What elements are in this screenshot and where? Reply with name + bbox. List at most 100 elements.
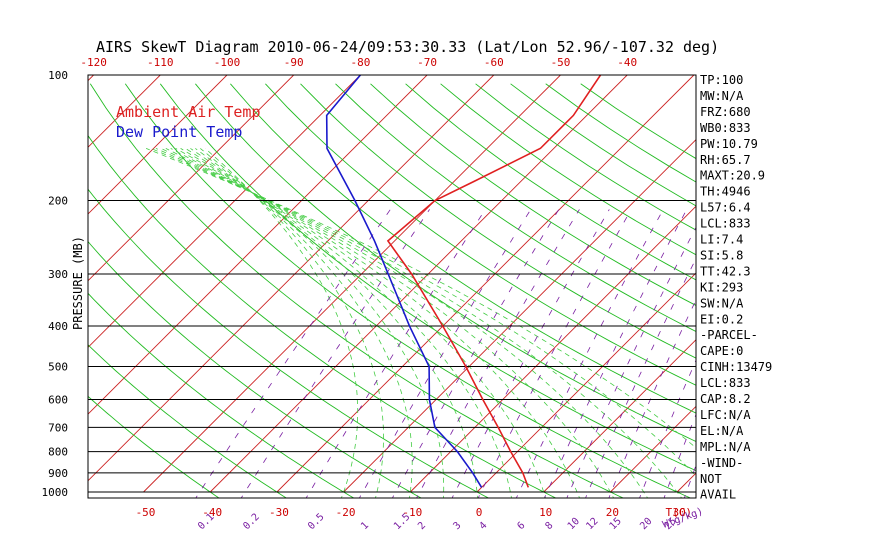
mixing-ratio-tick-label: 12 bbox=[584, 516, 600, 532]
dry-adiabat-line bbox=[370, 83, 696, 306]
mixing-ratio-tick-label: 10 bbox=[566, 516, 582, 532]
isotherm-line bbox=[543, 339, 696, 493]
isotherm-line bbox=[88, 75, 361, 349]
bottom-temperature-tick-label: -30 bbox=[269, 506, 289, 519]
temperature-profile-line bbox=[386, 75, 602, 488]
isotherm-line bbox=[0, 75, 27, 492]
mixing-ratio-line bbox=[358, 209, 532, 498]
legend-ambient: Ambient Air Temp bbox=[116, 103, 261, 121]
stability-index-item: MW:N/A bbox=[700, 89, 744, 103]
isotherm-line bbox=[811, 75, 870, 492]
dry-adiabat-line bbox=[88, 240, 422, 498]
isotherm-line bbox=[610, 405, 696, 493]
dry-adiabat-line bbox=[124, 83, 692, 498]
bottom-temperature-tick-label: 20 bbox=[606, 506, 619, 519]
mixing-ratio-line bbox=[477, 209, 632, 498]
mixing-ratio-tick-label: 6 bbox=[515, 520, 527, 532]
stability-index-item: FRZ:680 bbox=[700, 105, 751, 119]
y-axis-label: PRESSURE (MB) bbox=[71, 236, 85, 330]
bottom-temperature-tick-label: 30 bbox=[672, 506, 685, 519]
top-temperature-tick-label: -100 bbox=[214, 56, 241, 69]
bottom-temperature-tick-label: -20 bbox=[336, 506, 356, 519]
series-lines bbox=[325, 75, 602, 488]
bottom-temperature-tick-label: -50 bbox=[136, 506, 156, 519]
dry-adiabat-line bbox=[195, 83, 696, 443]
dry-adiabat-line bbox=[88, 395, 220, 498]
moist-adiabat-line bbox=[180, 148, 512, 498]
mixing-ratio-tick-label: 2 bbox=[416, 520, 428, 532]
dry-adiabat-line bbox=[335, 83, 696, 333]
pressure-tick-label: 900 bbox=[48, 467, 68, 480]
pressure-tick-label: 100 bbox=[48, 69, 68, 82]
mixing-ratio-tick-label: 0.2 bbox=[241, 512, 262, 533]
pressure-tick-label: 700 bbox=[48, 421, 68, 434]
chart-title: AIRS SkewT Diagram 2010-06-24/09:53:30.3… bbox=[96, 38, 719, 56]
isotherm-line bbox=[88, 75, 228, 215]
isotherm-line bbox=[343, 138, 696, 493]
stability-index-item: RH:65.7 bbox=[700, 153, 751, 167]
stability-index-item: SW:N/A bbox=[700, 296, 744, 310]
isotherm-line bbox=[88, 75, 495, 482]
mixing-ratio-line bbox=[240, 209, 430, 498]
stability-index-item: MPL:N/A bbox=[700, 440, 751, 454]
isotherm-line bbox=[143, 75, 561, 493]
mixing-ratio-line bbox=[451, 209, 610, 498]
mixing-ratio-tick-label: 1 bbox=[359, 520, 371, 532]
mixing-ratio-line bbox=[543, 209, 688, 498]
stability-index-item: PW:10.79 bbox=[700, 137, 758, 151]
dry-adiabat-line bbox=[265, 83, 696, 386]
stability-index-item: SI:5.8 bbox=[700, 248, 743, 262]
stability-index-item: LI:7.4 bbox=[700, 233, 743, 247]
stability-index-item: CINH:13479 bbox=[700, 360, 772, 374]
mixing-ratio-line bbox=[416, 209, 580, 498]
dry-adiabat-line bbox=[88, 344, 288, 498]
bottom-temperature-tick-label: -40 bbox=[202, 506, 222, 519]
isotherm-line bbox=[276, 75, 695, 493]
moist-adiabat-line bbox=[145, 148, 696, 449]
mixing-ratio-line bbox=[515, 209, 664, 498]
bottom-temperature-tick-label: -10 bbox=[402, 506, 422, 519]
dry-adiabat-line bbox=[89, 83, 625, 498]
dry-adiabat-line bbox=[88, 188, 490, 498]
dry-adiabat-line bbox=[475, 83, 696, 231]
stability-index-item: LCL:833 bbox=[700, 217, 751, 231]
pressure-ticks: 100 200 300 400 500 600 700 800 900 1000 bbox=[42, 69, 69, 499]
stability-index-item: LCL:833 bbox=[700, 376, 751, 390]
mixing-ratio-line bbox=[391, 209, 560, 498]
stability-index-item: EI:0.2 bbox=[700, 312, 743, 326]
mixing-ratio-tick-label: 20 bbox=[638, 516, 654, 532]
stability-index-item: TH:4946 bbox=[700, 185, 751, 199]
stability-index-list: TP:100 MW:N/A FRZ:680 WB0:833 PW:10.79 RH:65.… bbox=[700, 73, 772, 502]
moist-adiabat-line bbox=[165, 148, 615, 498]
isotherm-line bbox=[88, 75, 428, 415]
pressure-tick-label: 200 bbox=[48, 195, 68, 208]
isotherm-line bbox=[476, 272, 696, 493]
pressure-tick-label: 800 bbox=[48, 446, 68, 459]
dewpoint-profile-line bbox=[325, 75, 483, 488]
mixing-ratio-line bbox=[305, 209, 486, 498]
top-temperature-tick-label: -80 bbox=[350, 56, 370, 69]
bottom-temperature-tick-label: 0 bbox=[476, 506, 483, 519]
stability-index-item: AVAIL bbox=[700, 488, 736, 502]
plot-frame bbox=[87, 74, 697, 499]
mixing-ratio-tick-label: 0.5 bbox=[306, 512, 327, 533]
dry-adiabat-line bbox=[405, 83, 696, 281]
dry-adiabat-line bbox=[159, 83, 696, 472]
stability-index-item: MAXT:20.9 bbox=[700, 169, 765, 183]
mixing-ratio-tick-label: 8 bbox=[543, 520, 555, 532]
isotherm-line bbox=[209, 75, 628, 493]
pressure-tick-label: 1000 bbox=[42, 486, 69, 499]
mixing-ratio-tick-label: 4 bbox=[477, 520, 489, 532]
pressure-tick-label: 500 bbox=[48, 360, 68, 373]
stability-index-item: TP:100 bbox=[700, 73, 743, 87]
top-temperature-tick-label: -40 bbox=[617, 56, 637, 69]
dry-adiabat-line bbox=[300, 83, 696, 359]
top-temperature-tick-label: -60 bbox=[484, 56, 504, 69]
dry-adiabat-line bbox=[88, 292, 355, 498]
stability-index-item: TT:42.3 bbox=[700, 264, 751, 278]
moist-adiabat-line bbox=[195, 148, 413, 498]
legend-dewpoint: Dew Point Temp bbox=[116, 123, 242, 141]
stability-index-item: LFC:N/A bbox=[700, 408, 751, 422]
pressure-tick-label: 300 bbox=[48, 268, 68, 281]
